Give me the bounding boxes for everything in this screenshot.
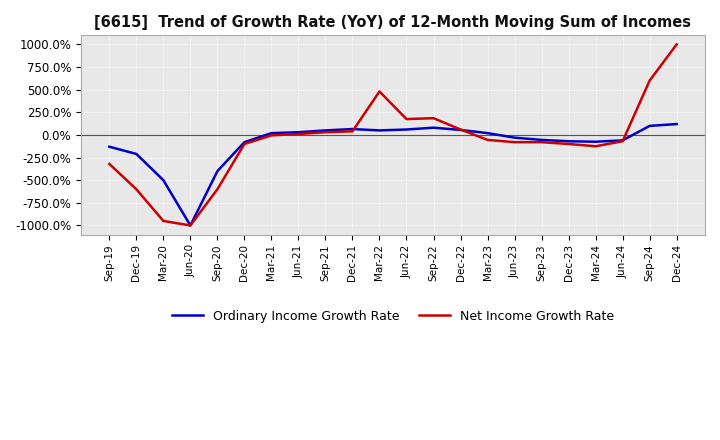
Ordinary Income Growth Rate: [564, 139, 573, 144]
Net Income Growth Rate: [186, 223, 194, 228]
Ordinary Income Growth Rate: [672, 121, 681, 127]
Net Income Growth Rate: [537, 139, 546, 145]
Net Income Growth Rate: [159, 218, 168, 224]
Ordinary Income Growth Rate: [186, 223, 194, 228]
Net Income Growth Rate: [618, 139, 627, 144]
Net Income Growth Rate: [348, 128, 357, 134]
Ordinary Income Growth Rate: [321, 128, 330, 133]
Net Income Growth Rate: [375, 89, 384, 94]
Net Income Growth Rate: [105, 161, 114, 167]
Net Income Growth Rate: [402, 117, 411, 122]
Net Income Growth Rate: [240, 141, 248, 147]
Ordinary Income Growth Rate: [132, 151, 140, 157]
Net Income Growth Rate: [672, 42, 681, 47]
Net Income Growth Rate: [645, 78, 654, 83]
Net Income Growth Rate: [483, 137, 492, 143]
Title: [6615]  Trend of Growth Rate (YoY) of 12-Month Moving Sum of Incomes: [6615] Trend of Growth Rate (YoY) of 12-…: [94, 15, 691, 30]
Net Income Growth Rate: [132, 187, 140, 192]
Ordinary Income Growth Rate: [240, 139, 248, 145]
Ordinary Income Growth Rate: [159, 178, 168, 183]
Line: Ordinary Income Growth Rate: Ordinary Income Growth Rate: [109, 124, 677, 225]
Ordinary Income Growth Rate: [645, 123, 654, 128]
Ordinary Income Growth Rate: [618, 138, 627, 143]
Net Income Growth Rate: [510, 139, 519, 145]
Net Income Growth Rate: [429, 116, 438, 121]
Ordinary Income Growth Rate: [267, 131, 276, 136]
Ordinary Income Growth Rate: [591, 139, 600, 144]
Ordinary Income Growth Rate: [456, 127, 465, 132]
Net Income Growth Rate: [267, 133, 276, 138]
Legend: Ordinary Income Growth Rate, Net Income Growth Rate: Ordinary Income Growth Rate, Net Income …: [167, 304, 619, 327]
Ordinary Income Growth Rate: [537, 137, 546, 143]
Ordinary Income Growth Rate: [402, 127, 411, 132]
Ordinary Income Growth Rate: [105, 144, 114, 149]
Ordinary Income Growth Rate: [510, 135, 519, 140]
Net Income Growth Rate: [294, 132, 302, 137]
Net Income Growth Rate: [213, 187, 222, 192]
Ordinary Income Growth Rate: [213, 169, 222, 174]
Net Income Growth Rate: [564, 141, 573, 147]
Ordinary Income Growth Rate: [375, 128, 384, 133]
Ordinary Income Growth Rate: [294, 129, 302, 135]
Line: Net Income Growth Rate: Net Income Growth Rate: [109, 44, 677, 225]
Ordinary Income Growth Rate: [483, 131, 492, 136]
Net Income Growth Rate: [321, 129, 330, 135]
Ordinary Income Growth Rate: [348, 126, 357, 132]
Net Income Growth Rate: [591, 143, 600, 149]
Ordinary Income Growth Rate: [429, 125, 438, 130]
Net Income Growth Rate: [456, 127, 465, 132]
